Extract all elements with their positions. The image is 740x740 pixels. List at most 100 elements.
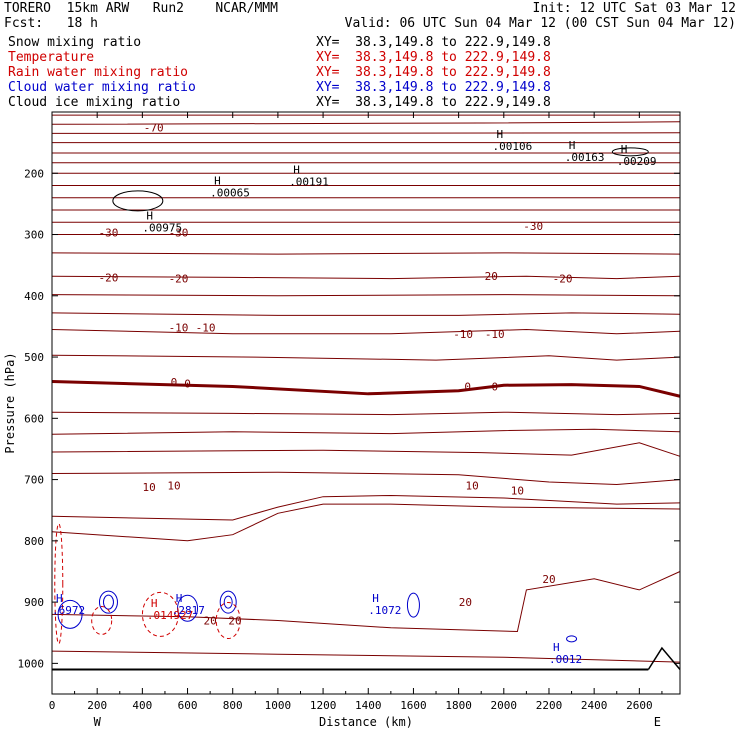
temperature-label: 10	[167, 480, 180, 493]
isotherm-line	[51, 571, 681, 633]
rain-contour	[54, 523, 64, 645]
cloud-water-contour	[57, 599, 83, 629]
x-tick-label: 200	[87, 699, 107, 712]
maximum-value: .2817	[172, 604, 205, 617]
temperature-label: 0	[464, 380, 471, 393]
maximum-value: .00191	[289, 175, 329, 188]
x-tick-label: 2000	[491, 699, 518, 712]
temperature-label: -20	[553, 273, 573, 286]
x-tick-label: 1400	[355, 699, 382, 712]
maximum-marker: H	[372, 592, 379, 605]
temperature-label: 10	[143, 481, 156, 494]
temperature-label: 20	[459, 596, 472, 609]
temperature-contours	[51, 114, 681, 663]
y-tick-label: 300	[24, 229, 44, 242]
y-tick-label: 800	[24, 535, 44, 548]
cloud-water-contour	[177, 594, 199, 622]
legend-cloud-water: Cloud water mixing ratio	[8, 80, 196, 95]
maximum-marker: H	[621, 143, 628, 156]
model-title: TORERO 15km ARW Run2 NCAR/MMM	[4, 1, 278, 16]
temperature-label: -30	[523, 220, 543, 233]
temperature-label: -10	[485, 328, 505, 341]
isotherm-line	[51, 471, 681, 486]
y-tick-label: 1000	[18, 657, 45, 670]
isotherm-line	[51, 428, 681, 435]
isotherm-line	[51, 354, 681, 361]
x-tick-label: 800	[223, 699, 243, 712]
temperature-label: 20	[204, 614, 217, 627]
xy-rain: XY= 38.3,149.8 to 222.9,149.8	[316, 65, 551, 80]
plot-frame	[51, 111, 681, 695]
maximum-value: .00106	[493, 140, 533, 153]
cloud-water-contour	[566, 635, 578, 643]
temperature-label: -70	[144, 121, 164, 134]
maximum-marker: H	[214, 174, 221, 187]
east-label: E	[654, 715, 661, 729]
isotherm-line	[51, 442, 681, 457]
rain-contour	[215, 601, 241, 639]
temperature-label: -20	[478, 270, 498, 283]
west-label: W	[94, 715, 102, 729]
xy-cloud-water: XY= 38.3,149.8 to 222.9,149.8	[316, 80, 551, 95]
maximum-value: .014927	[147, 609, 193, 622]
isotherm-line	[51, 650, 681, 663]
cloud-water-contour	[223, 595, 233, 609]
valid-time: Valid: 06 UTC Sun 04 Mar 12 (00 CST Sun …	[344, 16, 736, 31]
temperature-label: -10	[196, 322, 216, 335]
maximum-marker: H	[176, 592, 183, 605]
maximum-value: .1072	[368, 604, 401, 617]
legend-snow: Snow mixing ratio	[8, 35, 142, 50]
isotherm-line	[51, 503, 681, 542]
isotherm-line	[51, 252, 681, 255]
temperature-label: 20	[542, 573, 555, 586]
x-tick-label: 2400	[581, 699, 608, 712]
temperature-label: -10	[169, 322, 189, 335]
maximum-marker: H	[146, 209, 153, 222]
temperature-label: 0	[491, 380, 498, 393]
legend-temperature: Temperature	[8, 50, 95, 65]
x-tick-label: 2600	[626, 699, 653, 712]
contour-labels: -70-30 -30-30-20 -20 -20 -20-10 -10 -10 -100 0 0 0…	[99, 121, 573, 627]
maximum-value: .00163	[565, 151, 605, 164]
y-tick-label: 700	[24, 474, 44, 487]
cloud-water-contour	[102, 594, 114, 610]
isotherm-line	[51, 121, 681, 125]
xy-temperature: XY= 38.3,149.8 to 222.9,149.8	[316, 50, 551, 65]
y-tick-label: 900	[24, 596, 44, 609]
x-tick-label: 1600	[400, 699, 427, 712]
snow-contour	[611, 147, 649, 157]
cloud-and-rain-contours	[52, 147, 681, 671]
temperature-label: 20	[228, 614, 241, 627]
cloud-water-contour	[406, 592, 420, 618]
xy-cloud-ice: XY= 38.3,149.8 to 222.9,149.8	[316, 95, 551, 110]
legend-rain: Rain water mixing ratio	[8, 65, 189, 80]
snow-contour	[112, 190, 164, 212]
temperature-label: -20	[99, 271, 119, 284]
temperature-label: -30	[169, 227, 189, 240]
temperature-label: 10	[466, 480, 479, 493]
maximum-marker: H	[569, 139, 576, 152]
temperature-label: -10	[453, 328, 473, 341]
isotherm-line	[51, 275, 681, 280]
cloud-water-contour	[98, 590, 118, 614]
y-tick-label: 600	[24, 412, 44, 425]
isotherm-line	[51, 411, 681, 416]
temperature-label: 10	[511, 485, 524, 498]
x-axis-title: Distance (km)	[319, 715, 413, 729]
temperature-label: 0	[184, 377, 191, 390]
maximum-value: .00065	[210, 186, 250, 199]
plot-border	[51, 111, 681, 695]
x-tick-label: 1000	[265, 699, 292, 712]
x-tick-label: 2200	[536, 699, 563, 712]
isotherm-line	[51, 132, 681, 134]
y-axis-title: Pressure (hPa)	[3, 352, 17, 453]
x-tick-label: 1800	[445, 699, 472, 712]
maximum-value: .6972	[52, 604, 85, 617]
maximum-value: .00209	[617, 155, 657, 168]
xy-snow: XY= 38.3,149.8 to 222.9,149.8	[316, 35, 551, 50]
isotherm-line	[51, 312, 681, 316]
init-time: Init: 12 UTC Sat 03 Mar 12	[532, 1, 737, 16]
x-tick-label: 0	[49, 699, 56, 712]
isotherm-line	[51, 294, 681, 297]
